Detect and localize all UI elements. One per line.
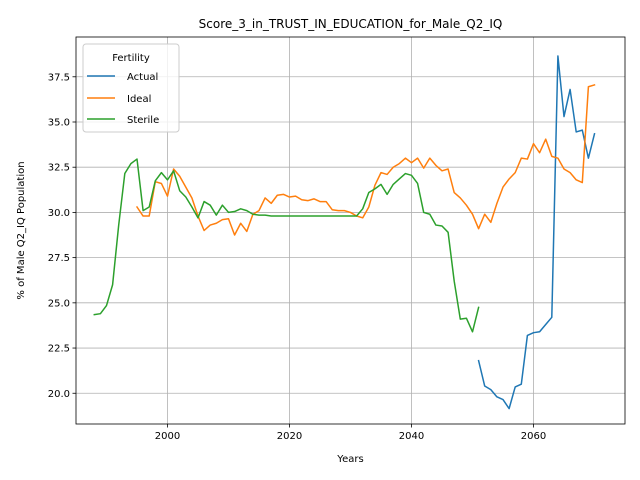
y-tick-label: 27.5	[48, 253, 70, 264]
y-tick-label: 32.5	[48, 163, 70, 174]
x-axis: 2000 2020 2040 2060	[155, 424, 546, 442]
series-line-actual	[477, 55, 596, 410]
y-axis: 20.0 22.5 25.0 27.5 30.0 32.5 35.0 37.5	[48, 72, 76, 400]
y-axis-label: % of Male Q2_IQ Population	[16, 161, 27, 299]
legend-box	[82, 43, 180, 133]
x-axis-label: Years	[336, 454, 363, 465]
y-tick-label: 30.0	[48, 208, 70, 219]
series-line-sterile	[93, 158, 480, 333]
legend-label-ideal: Ideal	[127, 94, 151, 105]
y-tick-label: 25.0	[48, 298, 70, 309]
x-tick-label: 2040	[399, 431, 424, 442]
series-line-ideal	[135, 83, 596, 236]
y-tick-label: 22.5	[48, 344, 70, 355]
chart-title: Score_3_in_TRUST_IN_EDUCATION_for_Male_Q…	[199, 17, 503, 31]
y-tick-label: 20.0	[48, 389, 70, 400]
plot-frame	[75, 36, 626, 425]
y-tick-label: 37.5	[48, 72, 70, 83]
y-tick-label: 35.0	[48, 117, 70, 128]
x-tick-label: 2020	[277, 431, 302, 442]
grid	[76, 37, 625, 424]
x-tick-label: 2060	[521, 431, 546, 442]
series-layer	[93, 55, 596, 410]
legend-title: Fertility	[112, 53, 150, 64]
legend: Fertility Actual Ideal Sterile	[82, 43, 180, 133]
legend-label-sterile: Sterile	[127, 115, 159, 126]
legend-label-actual: Actual	[127, 72, 158, 83]
x-tick-label: 2000	[155, 431, 180, 442]
